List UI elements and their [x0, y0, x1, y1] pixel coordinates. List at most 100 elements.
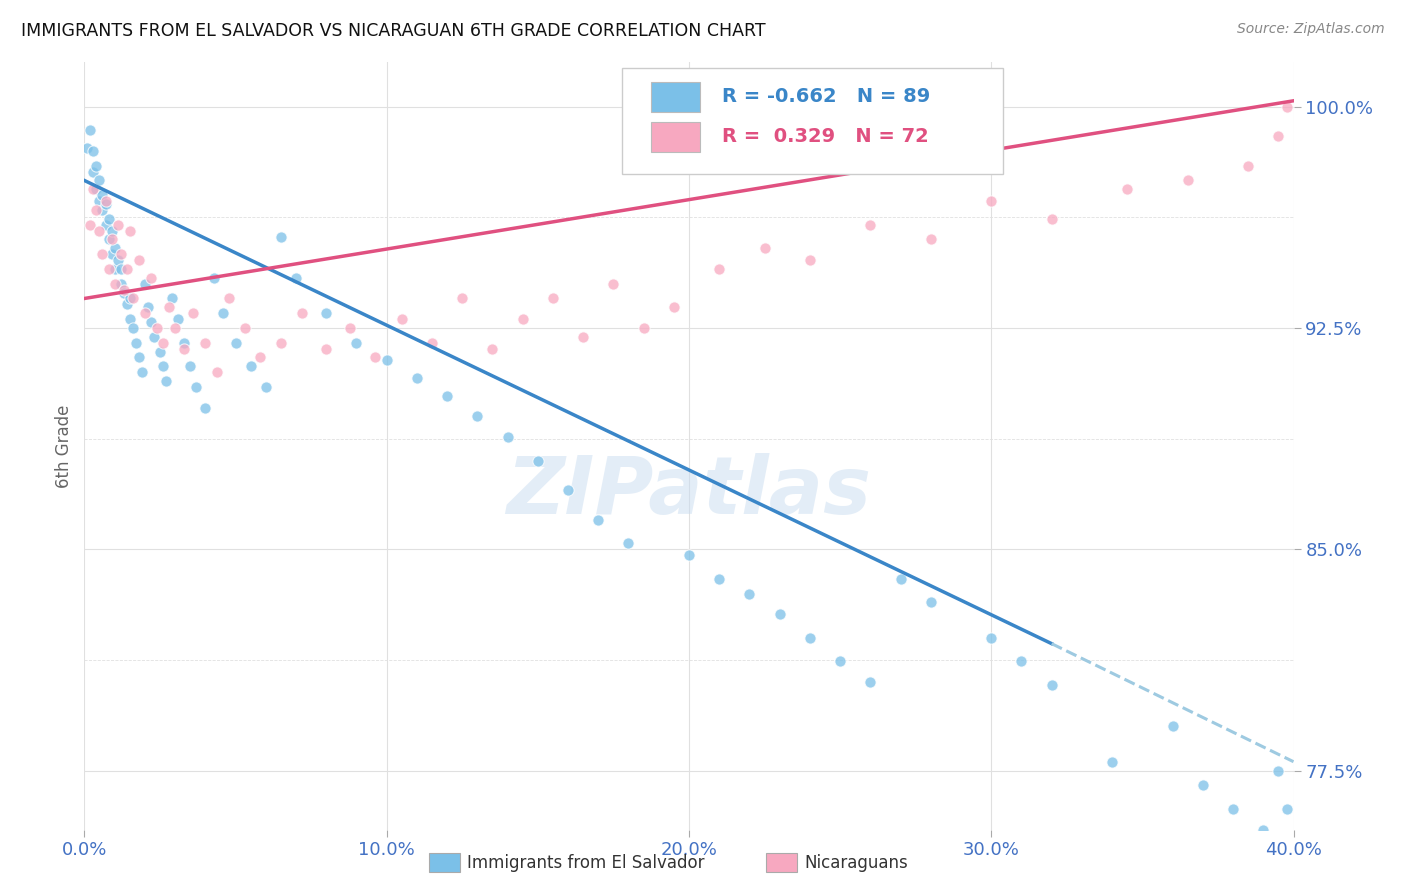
Text: Immigrants from El Salvador: Immigrants from El Salvador [467, 854, 704, 871]
Point [125, 335, 148, 350]
Point [91, 247, 114, 261]
Point [1222, 802, 1244, 816]
Point [557, 483, 579, 498]
Point [602, 277, 624, 291]
Point [86, 202, 108, 217]
Point [239, 359, 262, 374]
Point [980, 194, 1002, 208]
Point [254, 380, 277, 394]
Point [212, 306, 235, 320]
Point [1101, 755, 1123, 769]
Bar [651, 81, 700, 112]
Point [420, 335, 443, 350]
Point [149, 344, 172, 359]
Bar [651, 121, 700, 153]
Point [315, 342, 337, 356]
Point [1040, 211, 1063, 226]
Point [662, 301, 685, 315]
Point [980, 631, 1002, 645]
Point [97, 211, 120, 226]
Point [375, 353, 398, 368]
Point [155, 374, 177, 388]
Point [541, 292, 564, 306]
Point [134, 277, 156, 291]
Text: R = -0.662   N = 89: R = -0.662 N = 89 [721, 87, 929, 106]
Point [920, 232, 942, 246]
Point [91, 188, 114, 202]
Point [1192, 778, 1215, 792]
Point [406, 371, 429, 385]
Point [131, 365, 153, 379]
Text: Source: ZipAtlas.com: Source: ZipAtlas.com [1237, 22, 1385, 37]
Point [173, 342, 195, 356]
Text: R =  0.329   N = 72: R = 0.329 N = 72 [721, 128, 928, 146]
Point [270, 335, 292, 350]
Point [89, 194, 111, 208]
Point [94, 218, 117, 232]
Point [1011, 654, 1033, 668]
Point [1161, 719, 1184, 733]
Point [481, 342, 503, 356]
Point [128, 253, 150, 268]
Point [346, 335, 368, 350]
Point [152, 335, 174, 350]
Point [207, 365, 229, 379]
Point [128, 351, 150, 365]
Point [165, 321, 187, 335]
Point [82, 144, 104, 158]
Point [339, 321, 361, 335]
Point [107, 253, 129, 268]
Point [588, 513, 610, 527]
Point [112, 285, 135, 300]
Point [1253, 822, 1275, 837]
Point [104, 277, 127, 291]
Point [617, 536, 640, 550]
Point [100, 224, 122, 238]
Point [194, 401, 217, 415]
Point [496, 430, 519, 444]
Point [112, 283, 135, 297]
Point [920, 595, 942, 609]
Point [110, 247, 132, 261]
Text: ZIPatlas: ZIPatlas [506, 453, 872, 531]
Point [512, 312, 534, 326]
Point [527, 454, 550, 468]
Point [1267, 764, 1289, 778]
Point [167, 312, 190, 326]
Point [181, 306, 204, 320]
Point [709, 572, 731, 586]
Point [142, 330, 165, 344]
Point [859, 675, 882, 690]
Point [1277, 100, 1299, 114]
Point [86, 159, 108, 173]
Point [160, 292, 183, 306]
Point [104, 241, 127, 255]
Point [104, 262, 127, 277]
Point [1116, 182, 1139, 196]
Point [202, 270, 225, 285]
Point [1177, 173, 1199, 187]
Point [830, 654, 852, 668]
Point [79, 218, 101, 232]
Point [769, 607, 792, 622]
Text: IMMIGRANTS FROM EL SALVADOR VS NICARAGUAN 6TH GRADE CORRELATION CHART: IMMIGRANTS FROM EL SALVADOR VS NICARAGUA… [21, 22, 766, 40]
Point [107, 218, 129, 232]
Point [291, 306, 314, 320]
Point [110, 262, 132, 277]
Point [118, 224, 141, 238]
Point [233, 321, 256, 335]
Point [100, 232, 122, 246]
Point [94, 197, 117, 211]
FancyBboxPatch shape [623, 68, 1004, 174]
Point [97, 232, 120, 246]
Point [86, 182, 108, 196]
Point [89, 224, 111, 238]
Point [139, 270, 162, 285]
Point [79, 123, 101, 137]
Point [738, 586, 761, 600]
Point [1040, 678, 1063, 692]
Point [139, 315, 162, 329]
Point [451, 292, 474, 306]
Point [121, 321, 143, 335]
Point [285, 270, 308, 285]
